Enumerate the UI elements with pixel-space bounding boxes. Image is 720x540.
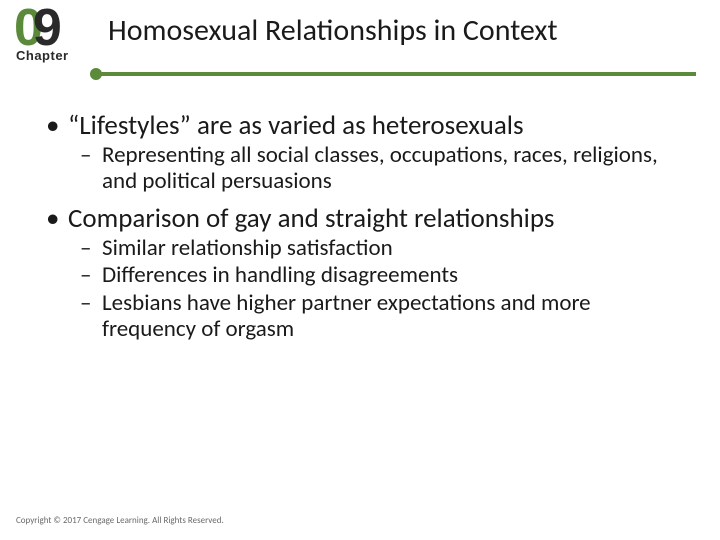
bullet-level-2: Similar relationship satisfaction (46, 236, 674, 262)
slide-header: 09 Chapter Homosexual Relationships in C… (0, 0, 720, 92)
chapter-digit-1: 9 (33, 6, 58, 50)
divider-line (98, 72, 696, 76)
chapter-number: 09 (14, 6, 69, 50)
bullet-level-1: “Lifestyles” are as varied as heterosexu… (46, 110, 674, 141)
slide-title: Homosexual Relationships in Context (108, 12, 558, 49)
copyright-footer: Copyright © 2017 Cengage Learning. All R… (16, 515, 224, 526)
chapter-badge: 09 Chapter (14, 6, 69, 63)
bullet-level-2: Lesbians have higher partner expectation… (46, 291, 674, 343)
bullet-level-1: Comparison of gay and straight relations… (46, 203, 674, 234)
slide-content: “Lifestyles” are as varied as heterosexu… (0, 92, 720, 343)
chapter-label: Chapter (14, 48, 69, 63)
bullet-level-2: Representing all social classes, occupat… (46, 143, 674, 195)
bullet-level-2: Differences in handling disagreements (46, 263, 674, 289)
